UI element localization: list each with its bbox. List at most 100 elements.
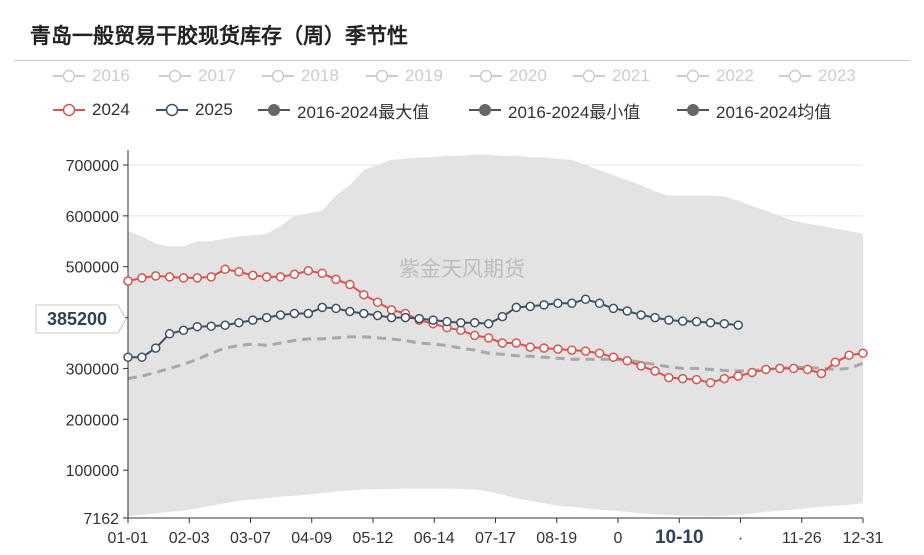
series-2024-point[interactable] [386, 305, 397, 315]
series-2024-point[interactable] [372, 297, 383, 308]
legend-item-avg[interactable]: 2016-2024均值 [676, 100, 831, 122]
series-2024-point[interactable] [733, 371, 743, 381]
series-2025-point[interactable] [359, 308, 369, 319]
series-2024-point[interactable] [677, 373, 688, 384]
series-2025-point[interactable] [705, 317, 716, 328]
series-2025-point[interactable] [497, 311, 508, 322]
series-2025-point[interactable] [261, 312, 272, 323]
series-2024-point[interactable] [220, 264, 230, 275]
legend-item-2020[interactable]: 2020 [469, 66, 547, 86]
series-2025-point[interactable] [303, 308, 314, 319]
series-2024-point[interactable] [317, 268, 327, 279]
series-2025-point[interactable] [192, 321, 203, 332]
series-2025-point[interactable] [317, 302, 327, 313]
series-2024-point[interactable] [802, 364, 813, 375]
series-2025-point[interactable] [483, 318, 494, 329]
series-2025-point[interactable] [206, 321, 216, 331]
series-2025-point[interactable] [553, 298, 563, 309]
series-2024-point[interactable] [650, 366, 660, 376]
series-2024-point[interactable] [664, 372, 674, 383]
series-2025-point[interactable] [248, 315, 258, 325]
legend-item-2017[interactable]: 2017 [158, 66, 236, 86]
series-2024-point[interactable] [691, 374, 702, 385]
series-2024-point[interactable] [345, 279, 355, 290]
series-2024-point[interactable] [719, 373, 730, 384]
series-2024-point[interactable] [761, 364, 771, 375]
series-2024-point[interactable] [775, 363, 785, 374]
series-2025-point[interactable] [691, 316, 702, 327]
series-2025-point[interactable] [608, 303, 619, 314]
series-2024-point[interactable] [622, 356, 632, 366]
series-2024-point[interactable] [164, 272, 175, 282]
series-2024-point[interactable] [275, 272, 286, 282]
series-2025-point[interactable] [442, 316, 452, 327]
legend-item-2024[interactable]: 2024 [52, 100, 130, 120]
series-2024-point[interactable] [580, 346, 591, 356]
series-2024-point[interactable] [178, 273, 189, 283]
series-2025-point[interactable] [414, 313, 424, 324]
legend-item-2025[interactable]: 2025 [155, 100, 233, 120]
series-2025-point[interactable] [636, 310, 646, 320]
series-2024-point[interactable] [137, 273, 147, 283]
series-2025-point[interactable] [622, 306, 632, 316]
series-2024-point[interactable] [567, 345, 577, 355]
series-2025-point[interactable] [234, 317, 244, 328]
series-2025-point[interactable] [456, 317, 466, 328]
series-2025-point[interactable] [372, 310, 383, 321]
series-2024-point[interactable] [248, 270, 258, 281]
series-2025-point[interactable] [594, 298, 605, 309]
series-2024-point[interactable] [511, 338, 522, 348]
legend-item-2018[interactable]: 2018 [261, 66, 339, 86]
series-2024-point[interactable] [331, 274, 341, 285]
series-2025-point[interactable] [289, 308, 300, 319]
series-2024-point[interactable] [844, 350, 854, 360]
series-2024-point[interactable] [469, 330, 480, 341]
series-2024-point[interactable] [788, 363, 799, 374]
series-2025-point[interactable] [400, 312, 411, 323]
series-2025-point[interactable] [137, 352, 147, 362]
series-2024-point[interactable] [830, 357, 841, 368]
legend-item-2022[interactable]: 2022 [676, 66, 754, 86]
series-2024-point[interactable] [234, 267, 244, 277]
series-2025-point[interactable] [275, 310, 286, 320]
series-2025-point[interactable] [164, 329, 175, 339]
series-2024-point[interactable] [456, 325, 466, 336]
series-2024-point[interactable] [705, 377, 716, 388]
series-2025-point[interactable] [580, 294, 591, 305]
series-2024-point[interactable] [525, 342, 535, 352]
series-2024-point[interactable] [206, 272, 216, 282]
series-2025-point[interactable] [386, 312, 397, 323]
series-2024-point[interactable] [539, 343, 549, 353]
series-2024-point[interactable] [497, 338, 508, 348]
series-2025-point[interactable] [469, 317, 480, 328]
series-2025-point[interactable] [150, 343, 161, 353]
legend-item-2016[interactable]: 2016 [52, 66, 130, 86]
series-2024-point[interactable] [858, 348, 868, 358]
series-2024-point[interactable] [816, 368, 827, 379]
series-2025-point[interactable] [220, 320, 230, 330]
series-2024-point[interactable] [594, 348, 605, 358]
series-2024-point[interactable] [483, 333, 494, 343]
series-2025-point[interactable] [567, 298, 577, 309]
series-2025-point[interactable] [345, 306, 355, 317]
series-2025-point[interactable] [733, 320, 743, 330]
series-2025-point[interactable] [331, 303, 341, 314]
series-2024-point[interactable] [747, 367, 757, 378]
series-2025-point[interactable] [525, 301, 535, 312]
series-2024-point[interactable] [192, 273, 203, 283]
series-2025-point[interactable] [428, 315, 438, 325]
legend-item-2019[interactable]: 2019 [365, 66, 443, 86]
legend-item-min[interactable]: 2016-2024最小值 [468, 100, 640, 122]
series-2025-point[interactable] [650, 312, 660, 323]
series-2025-point[interactable] [539, 300, 549, 310]
legend-item-2021[interactable]: 2021 [572, 66, 650, 86]
series-2025-point[interactable] [123, 352, 133, 362]
legend-item-max[interactable]: 2016-2024最大值 [257, 100, 429, 122]
series-2025-point[interactable] [511, 302, 522, 313]
series-2024-point[interactable] [150, 271, 161, 281]
series-2025-point[interactable] [664, 315, 674, 325]
series-2024-point[interactable] [303, 266, 314, 276]
legend-item-2023[interactable]: 2023 [778, 66, 856, 86]
series-2025-point[interactable] [719, 318, 730, 329]
